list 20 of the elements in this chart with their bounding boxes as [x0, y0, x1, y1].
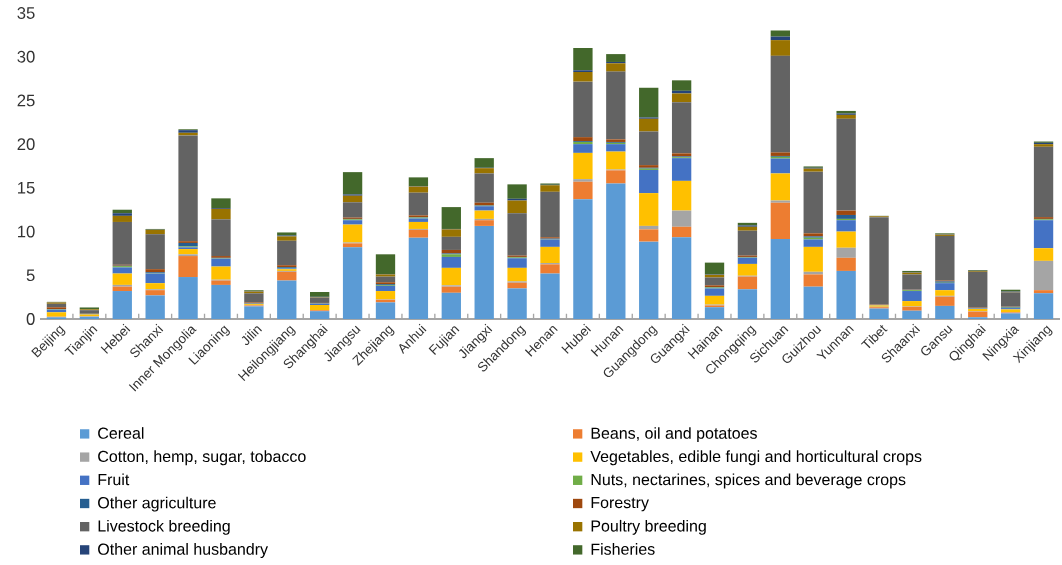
- y-tick-label: 10: [18, 225, 35, 238]
- legend-label: Nuts, nectarines, spices and beverage crops: [591, 473, 906, 489]
- legend-label: Poultry breeding: [591, 519, 706, 535]
- legend-label: Vegetables, edible fungi and horticultural crops: [590, 450, 922, 466]
- legend-label: Cereal: [98, 427, 144, 439]
- legend-label: Fruit: [98, 473, 130, 486]
- y-tick-label: 0: [26, 313, 35, 325]
- legend-label: Beans, oil and potatoes: [591, 427, 757, 443]
- y-tick-label: 25: [17, 94, 35, 107]
- legend-label: Cotton, hemp, sugar, tobacco: [98, 450, 306, 466]
- legend-label: Other agriculture: [98, 496, 216, 512]
- legend-label: Other animal husbandry: [98, 543, 268, 558]
- y-tick-label: 35: [17, 7, 35, 19]
- y-tick-label: 30: [17, 50, 35, 63]
- legend-label: Forestry: [591, 497, 649, 512]
- y-tick-label: 20: [17, 138, 35, 151]
- y-tick-label: 5: [26, 269, 35, 282]
- y-tick-label: 15: [18, 182, 35, 194]
- legend-label: Fisheries: [591, 543, 655, 555]
- legend-label: Livestock breeding: [98, 519, 230, 535]
